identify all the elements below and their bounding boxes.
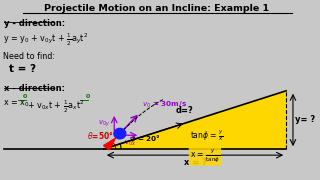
Text: x = $\frac{y}{\mathrm{tan}\phi}$: x = $\frac{y}{\mathrm{tan}\phi}$ <box>190 148 220 165</box>
Text: y= ?: y= ? <box>295 115 316 124</box>
Text: y - direction:: y - direction: <box>4 19 66 28</box>
Text: $v_0$ = 30m/s: $v_0$ = 30m/s <box>141 100 187 110</box>
Text: x = ?: x = ? <box>184 158 206 167</box>
Text: tan$\phi$ = $\frac{y}{x}$: tan$\phi$ = $\frac{y}{x}$ <box>190 129 224 143</box>
Polygon shape <box>104 91 286 149</box>
Text: y = y$_0$ + v$_{0y}$t + $\frac{1}{2}$a$_y$t$^2$: y = y$_0$ + v$_{0y}$t + $\frac{1}{2}$a$_… <box>3 31 88 48</box>
Text: Need to find:: Need to find: <box>3 51 55 60</box>
Circle shape <box>114 128 126 139</box>
Text: 0: 0 <box>86 94 90 99</box>
Text: + v$_{0x}$t + $\frac{1}{2}$a$_x$t$^2$: + v$_{0x}$t + $\frac{1}{2}$a$_x$t$^2$ <box>27 98 84 114</box>
Text: $\phi$ = 20°: $\phi$ = 20° <box>131 133 162 144</box>
Text: Projectile Motion on an Incline: Example 1: Projectile Motion on an Incline: Example… <box>44 4 270 13</box>
Text: d=?: d=? <box>175 106 193 115</box>
Text: $v_{0y}$: $v_{0y}$ <box>98 118 110 129</box>
Text: t = ?: t = ? <box>10 64 36 75</box>
Text: x - direction:: x - direction: <box>4 84 66 93</box>
Polygon shape <box>103 138 116 150</box>
Text: 0: 0 <box>23 94 28 99</box>
Text: $\theta$=50°: $\theta$=50° <box>87 130 114 141</box>
Text: x = x$_0$: x = x$_0$ <box>3 98 30 109</box>
Text: $v_{0x}$: $v_{0x}$ <box>124 139 136 148</box>
